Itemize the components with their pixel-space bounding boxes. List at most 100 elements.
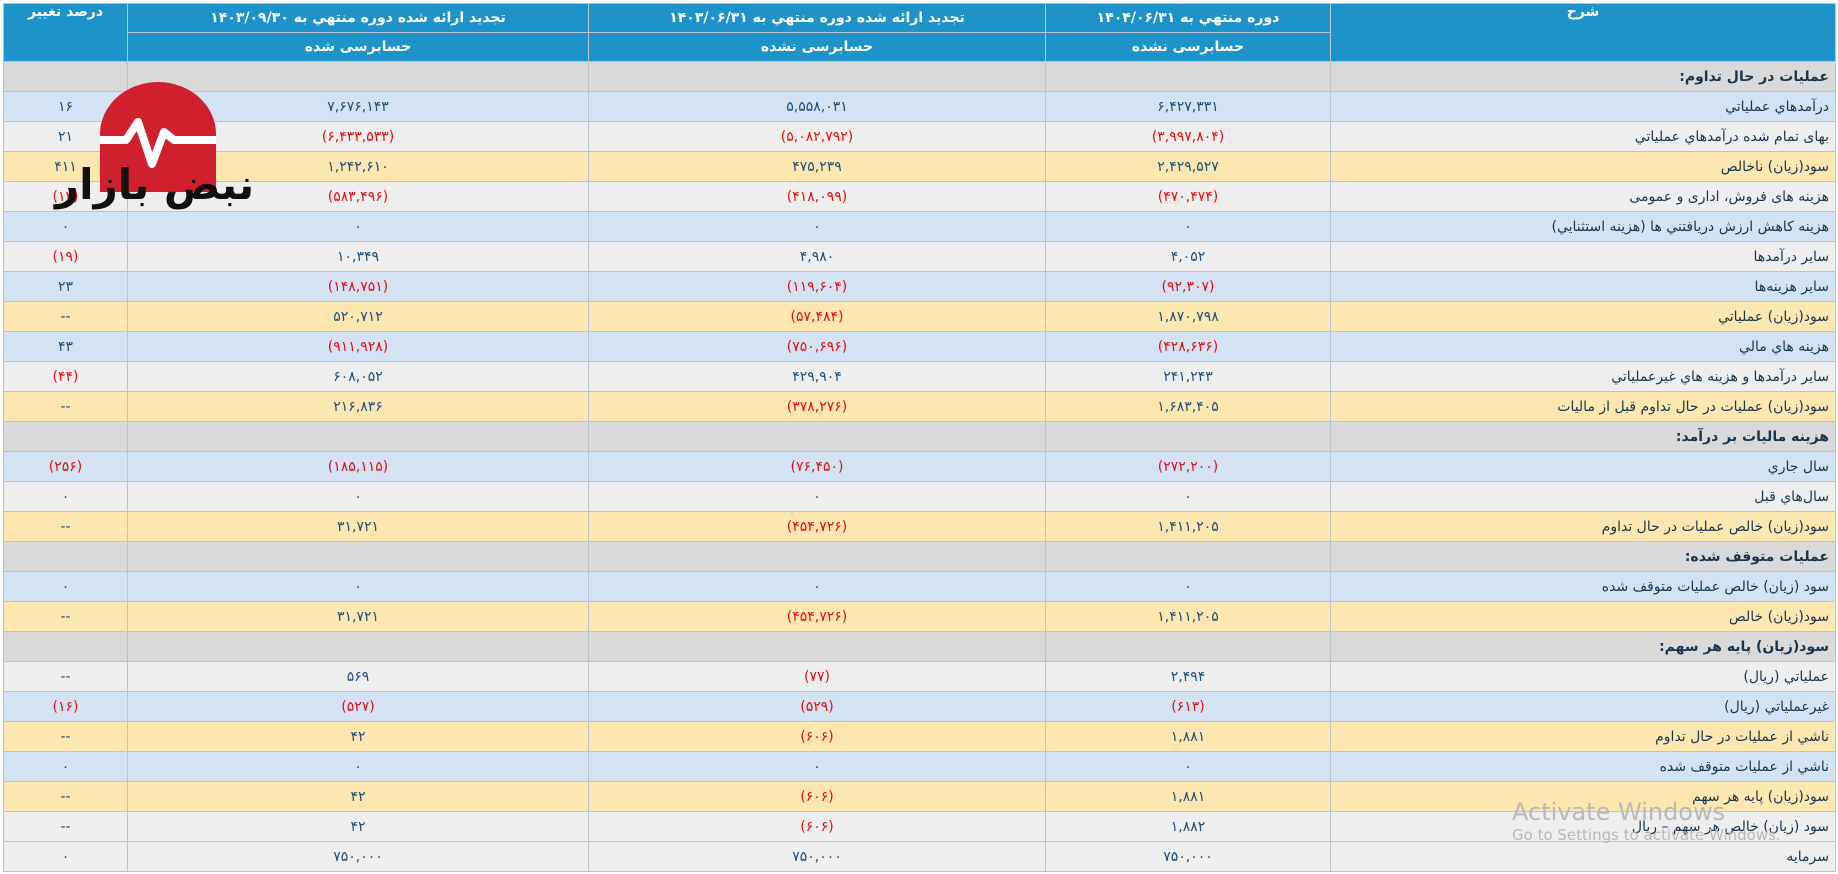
value-cell: ۳۱,۷۲۱ [127, 511, 589, 542]
value-cell: ۱,۴۱۱,۲۰۵ [1045, 511, 1331, 542]
table-head: شرح دوره منتهي به ۱۴۰۴/۰۶/۳۱ تجدید ارائه ش… [3, 3, 1836, 62]
table-row: سود(زيان) پايه هر سهم: [3, 631, 1836, 662]
table-row: سود(زيان) ناخالص ۲,۴۲۹,۵۲۷ ۴۷۵,۲۳۹ ۱,۲۴۲,۶۱… [3, 151, 1836, 182]
row-label: سود(زيان) خالص [1330, 601, 1836, 632]
header-row: حسابرسی نشده حسابرسی نشده حسابرسی شده [4, 32, 1836, 62]
watermark-title: Activate Windows [1512, 798, 1726, 826]
empty-cell [588, 421, 1046, 452]
value-cell: ۱,۸۷۰,۷۹۸ [1045, 301, 1331, 332]
table-row: غيرعملياتي (ريال) (۶۱۳) (۵۲۹) (۵۲۷) (۱۶) [3, 691, 1836, 722]
table-row: ناشي از عمليات در حال تداوم ۱,۸۸۱ (۶۰۶) ۴۲-… [3, 721, 1836, 752]
value-cell: (۶۰۶) [588, 721, 1046, 752]
table-row: عمليات متوقف شده: [3, 541, 1836, 572]
value-cell: ۰ [588, 571, 1046, 602]
value-cell: (۱۶) [3, 691, 128, 722]
value-cell: ۰ [1045, 481, 1331, 512]
value-cell: ۰ [1045, 751, 1331, 782]
value-cell: ۰ [588, 751, 1046, 782]
empty-cell [588, 61, 1046, 92]
value-cell: (۵,۰۸۲,۷۹۲) [588, 121, 1046, 152]
value-cell: ۴,۹۸۰ [588, 241, 1046, 272]
value-cell: ۱,۸۸۲ [1045, 811, 1331, 842]
column-subheader: حسابرسی نشده [588, 32, 1046, 62]
value-cell: ۲۳ [3, 271, 128, 302]
row-label: سود(زيان) پايه هر سهم [1330, 781, 1836, 812]
row-label: سود(زيان) عملياتي [1330, 301, 1836, 332]
value-cell: -- [3, 301, 128, 332]
value-cell: (۳۷۸,۲۷۶) [588, 391, 1046, 422]
row-label: هزينه کاهش ارزش دريافتني ها (هزينه استثن… [1330, 211, 1836, 242]
table-row: سود (زيان) خالص عمليات متوقف شده ۰ ۰ ۰ ۰ [3, 571, 1836, 602]
empty-cell [1045, 421, 1331, 452]
value-cell: (۴۷۰,۴۷۴) [1045, 181, 1331, 212]
table-row: سود(زيان) پايه هر سهم ۱,۸۸۱ (۶۰۶) ۴۲ -- [3, 781, 1836, 812]
value-cell: (۴۵۴,۷۲۶) [588, 601, 1046, 632]
row-label: سرمايه [1330, 841, 1836, 872]
row-label: سود(زيان) ناخالص [1330, 151, 1836, 182]
table-body: عمليات در حال تداوم: درآمدهاي عملياتي ۶,۴۲… [3, 61, 1836, 872]
row-label: سال‌هاي قبل [1330, 481, 1836, 512]
value-cell: (۴۱۸,۰۹۹) [588, 181, 1046, 212]
value-cell: ۱,۸۸۱ [1045, 721, 1331, 752]
table-row: ساير درآمدها و هزينه هاي غيرعملياتي ۲۴۱,۲… [3, 361, 1836, 392]
value-cell: ۶,۴۲۷,۳۳۱ [1045, 91, 1331, 122]
empty-cell [1045, 631, 1331, 662]
table-row: ناشي از عمليات متوقف شده ۰ ۰ ۰ ۰ [3, 751, 1836, 782]
value-cell: ۴۲۹,۹۰۴ [588, 361, 1046, 392]
table-row: هزينه کاهش ارزش دريافتني ها (هزينه استثن… [3, 211, 1836, 242]
value-cell: (۳,۹۹۷,۸۰۴) [1045, 121, 1331, 152]
value-cell: (۱۸۵,۱۱۵) [127, 451, 589, 482]
column-header: تجدید ارائه شده دوره منتهي به ۱۴۰۳/۰۶/۳۱ [588, 3, 1046, 33]
table-row: درآمدهاي عملياتي ۶,۴۲۷,۳۳۱ ۵,۵۵۸,۰۳۱ ۷,۶۷۶,… [3, 91, 1836, 122]
empty-cell [588, 631, 1046, 662]
value-cell: ۴۷۵,۲۳۹ [588, 151, 1046, 182]
table-row: بهای تمام شده درآمدهاي عملياتي (۳,۹۹۷,۸۰۴… [3, 121, 1836, 152]
row-label: بهای تمام شده درآمدهاي عملياتي [1330, 121, 1836, 152]
value-cell: ۰ [3, 481, 128, 512]
value-cell: ۰ [3, 841, 128, 872]
row-label: سال جاري [1330, 451, 1836, 482]
value-cell: ۴۳ [3, 331, 128, 362]
header-row: شرح دوره منتهي به ۱۴۰۴/۰۶/۳۱ تجدید ارائه ش… [3, 3, 1836, 62]
row-label: سود (زيان) خالص عمليات متوقف شده [1330, 571, 1836, 602]
value-cell: (۶۰۶) [588, 781, 1046, 812]
table-row: سود(زيان) عملياتي ۱,۸۷۰,۷۹۸ (۵۷,۴۸۴) ۵۲۰,۷۱… [3, 301, 1836, 332]
value-cell: (۷۷) [588, 661, 1046, 692]
value-cell: ۵,۵۵۸,۰۳۱ [588, 91, 1046, 122]
table-row: سود (زيان) خالص هر سهم – ريال ۱,۸۸۲ (۶۰۶) ۴… [3, 811, 1836, 842]
value-cell: ۰ [3, 571, 128, 602]
table-row: سود(زيان) خالص ۱,۴۱۱,۲۰۵ (۴۵۴,۷۲۶) ۳۱,۷۲۱ -- [3, 601, 1836, 632]
value-cell: ۱۶ [3, 91, 128, 122]
value-cell: ۰ [1045, 571, 1331, 602]
value-cell: -- [3, 601, 128, 632]
table-row: هزينه هاي مالي (۴۲۸,۶۳۶) (۷۵۰,۶۹۶) (۹۱۱,۹۲۸… [3, 331, 1836, 362]
value-cell: ۰ [588, 211, 1046, 242]
column-subheader: حسابرسی نشده [1045, 32, 1331, 62]
value-cell: ۱,۶۸۳,۴۰۵ [1045, 391, 1331, 422]
row-label: هزينه ماليات بر درآمد: [1330, 421, 1836, 452]
table-row: عملياتي (ريال) ۲,۴۹۴ (۷۷) ۵۶۹ -- [3, 661, 1836, 692]
logo-text: نبض بازار [55, 160, 255, 209]
value-cell: (۷۶,۴۵۰) [588, 451, 1046, 482]
logo-icon [100, 82, 216, 192]
row-label: ساير درآمدها [1330, 241, 1836, 272]
value-cell: ۰ [1045, 211, 1331, 242]
value-cell: (۲۷۲,۲۰۰) [1045, 451, 1331, 482]
empty-cell [127, 421, 589, 452]
value-cell: (۲۵۶) [3, 451, 128, 482]
watermark-subtitle: Go to Settings to activate Windows. [1512, 826, 1781, 844]
value-cell: ۰ [127, 211, 589, 242]
empty-cell [1045, 541, 1331, 572]
value-cell: (۵۸۳,۴۹۶) [127, 181, 589, 212]
value-cell: (۴۲۸,۶۳۶) [1045, 331, 1331, 362]
value-cell: ۲۴۱,۲۴۳ [1045, 361, 1331, 392]
table-row: هزينه ماليات بر درآمد: [3, 421, 1836, 452]
value-cell: -- [3, 511, 128, 542]
value-cell: -- [3, 391, 128, 422]
table-row: عمليات در حال تداوم: [3, 61, 1836, 92]
row-label: سود (زيان) خالص هر سهم – ريال [1330, 811, 1836, 842]
table-row: سود(زيان) خالص عمليات در حال تداوم ۱,۴۱۱,… [3, 511, 1836, 542]
empty-cell [3, 541, 128, 572]
column-header: تجدید ارائه شده دوره منتهي به ۱۴۰۳/۰۹/۳۰ [127, 3, 589, 33]
